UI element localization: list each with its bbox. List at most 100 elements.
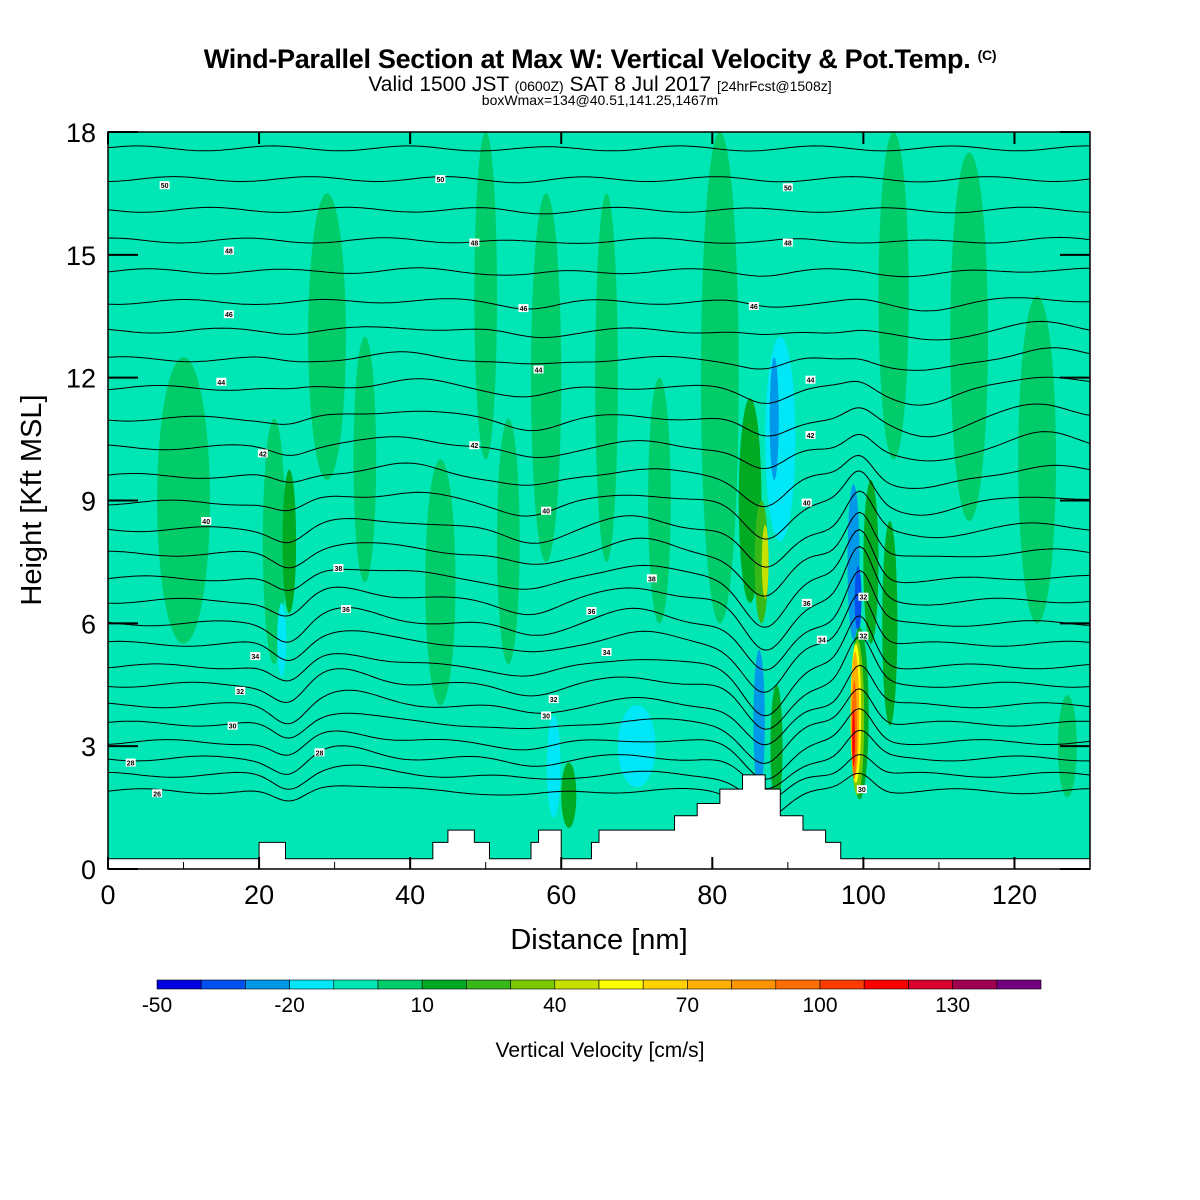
contour-label-text: 32	[236, 689, 244, 696]
theta-contour-27	[108, 729, 1090, 790]
velocity-cell-4	[308, 193, 346, 481]
contour-label-text: 48	[225, 249, 233, 256]
theta-contour-33	[108, 593, 1090, 693]
x-tick-label: 100	[841, 880, 886, 910]
theta-contour-47	[108, 267, 1090, 278]
copyright-mark: (C)	[977, 47, 997, 63]
contour-label-text: 50	[436, 177, 444, 184]
velocity-cell-32	[852, 709, 855, 767]
x-tick-label: 0	[100, 880, 115, 910]
velocity-cell-19	[765, 336, 796, 542]
contour-label-30: 30	[227, 721, 238, 731]
contour-label-text: 44	[535, 367, 543, 374]
contour-labels: 50 50 50 48 48 48 46 46 46 44 44 44 42 42 42 40 40 40 38 38…	[125, 175, 869, 798]
y-tick-label: 6	[81, 609, 96, 639]
contour-label-34: 26	[152, 789, 163, 798]
contour-label-text: 50	[784, 185, 792, 192]
theta-contour-30	[108, 664, 1090, 746]
velocity-cell-7	[474, 132, 498, 460]
velocity-cell-1	[262, 418, 286, 665]
contour-label-35: 30	[856, 785, 867, 794]
colorbar-swatch	[775, 979, 821, 990]
colorbar-tick-label: 40	[543, 994, 566, 1017]
contour-label-text: 40	[542, 509, 550, 516]
theta-contour-34	[108, 570, 1090, 671]
contour-label-text: 34	[251, 654, 259, 661]
contour-label-21: 36	[586, 607, 597, 616]
x-tick-label: 120	[992, 880, 1037, 910]
velocity-cell-26	[882, 520, 898, 726]
contour-label-text: 44	[807, 378, 815, 385]
theta-contour-31	[108, 635, 1090, 730]
contour-label-text: 34	[818, 638, 826, 645]
colorbar-swatch	[466, 979, 511, 990]
theta-contour-51	[108, 145, 1090, 152]
y-tick-label: 3	[81, 732, 96, 762]
velocity-cell-34	[950, 152, 989, 521]
contour-label-text: 26	[153, 791, 161, 798]
velocity-cell-5	[353, 336, 377, 583]
colorbar-tick-label: 100	[802, 994, 837, 1017]
x-tick-label: 40	[395, 880, 425, 910]
colorbar-swatch	[819, 979, 865, 990]
colorbar-swatch	[908, 979, 953, 990]
colorbar-tick-label: 130	[935, 994, 970, 1017]
contour-label-4: 48	[469, 238, 480, 248]
contour-label-27: 32	[858, 631, 869, 641]
y-tick-label: 15	[66, 241, 96, 271]
contour-label-text: 40	[202, 519, 210, 526]
contour-label-15: 40	[201, 516, 212, 526]
velocity-cell-12	[595, 193, 618, 562]
contour-label-23: 34	[250, 652, 261, 661]
contour-label-26: 32	[858, 592, 869, 602]
colorbar-swatch	[687, 979, 732, 990]
colorbar-swatch	[510, 979, 556, 990]
theta-contour-41	[108, 431, 1090, 470]
contour-label-text: 30	[858, 787, 866, 794]
contour-label-text: 28	[316, 750, 324, 757]
valid-utc: (0600Z)	[514, 78, 564, 94]
contour-label-22: 36	[801, 598, 812, 608]
theta-contour-38	[108, 490, 1090, 568]
colorbar-tick-label: -50	[142, 994, 172, 1017]
contour-label-text: 42	[470, 443, 478, 450]
contour-label-20: 36	[340, 605, 351, 614]
colorbar-swatch	[996, 979, 1042, 990]
terrain-outline	[108, 774, 1090, 860]
theta-contour-39	[108, 470, 1090, 540]
contour-label-18: 38	[333, 564, 344, 573]
x-tick-label: 80	[697, 880, 727, 910]
colorbar-tick-label: -20	[274, 994, 304, 1017]
velocity-cell-10	[546, 715, 561, 818]
contour-label-text: 46	[520, 306, 528, 313]
contour-label-text: 50	[161, 183, 169, 190]
contour-label-text: 30	[229, 724, 237, 731]
y-tick-label: 18	[66, 118, 96, 148]
contour-label-8: 46	[748, 302, 759, 311]
theta-contours	[108, 145, 1090, 819]
contour-label-text: 48	[470, 241, 478, 248]
valid-date: SAT 8 Jul 2017	[569, 73, 712, 96]
terrain-profile	[108, 774, 1090, 869]
contour-label-text: 32	[859, 595, 867, 602]
theta-contour-36	[108, 529, 1090, 628]
contour-label-text: 36	[803, 601, 811, 608]
contour-label-3: 48	[223, 246, 234, 256]
colorbar-swatch	[245, 979, 290, 990]
colorbar-swatch	[421, 979, 467, 990]
colorbar-swatch	[554, 979, 600, 990]
contour-label-text: 40	[803, 501, 811, 508]
forecast-info: [24hrFcst@1508z]	[717, 78, 832, 94]
contour-label-text: 42	[259, 451, 267, 458]
contour-label-text: 32	[859, 634, 867, 641]
y-tick-label: 9	[81, 487, 96, 517]
contour-label-text: 46	[750, 304, 758, 311]
contour-label-text: 44	[217, 380, 225, 387]
colorbar-swatch	[156, 979, 202, 990]
theta-contour-32	[108, 615, 1090, 717]
contour-label-32: 28	[314, 748, 325, 757]
box-info: boxWmax=134@40.51,141.25,1467m	[481, 92, 719, 108]
velocity-cell-33	[878, 132, 909, 460]
colorbar-swatch	[377, 979, 423, 990]
theta-contour-42	[108, 403, 1090, 438]
